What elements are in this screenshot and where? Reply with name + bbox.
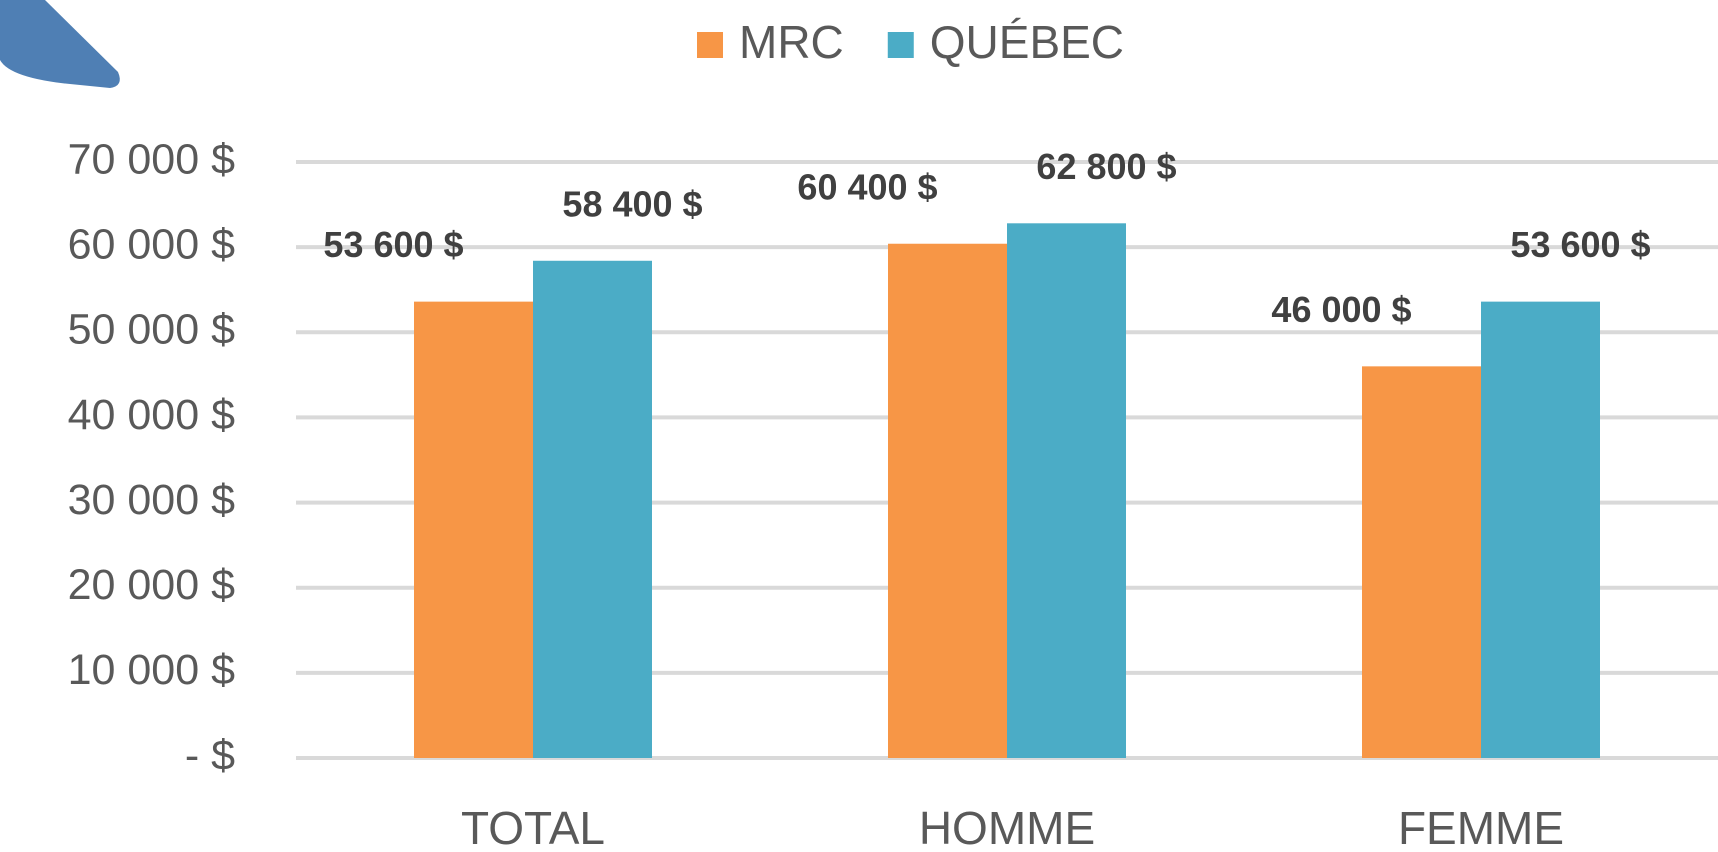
legend-label: MRC — [739, 16, 844, 68]
value-label: 46 000 $ — [1271, 289, 1411, 330]
bar — [1007, 223, 1126, 758]
y-tick-label: 50 000 $ — [68, 306, 235, 354]
arrow-decoration — [0, 0, 120, 88]
y-tick-label: 60 000 $ — [68, 221, 235, 269]
bar — [888, 243, 1007, 759]
value-label: 53 600 $ — [1510, 224, 1650, 265]
value-label: 60 400 $ — [797, 166, 937, 207]
y-tick-label: 70 000 $ — [68, 135, 235, 183]
y-tick-label: 10 000 $ — [68, 646, 235, 694]
legend-swatch — [887, 32, 914, 58]
value-label: 53 600 $ — [323, 224, 463, 265]
y-tick-label: 30 000 $ — [68, 476, 235, 524]
y-tick-label: 20 000 $ — [68, 561, 235, 609]
legend-label: QUÉBEC — [930, 16, 1124, 68]
value-label: 58 400 $ — [562, 183, 702, 224]
y-tick-label: 40 000 $ — [68, 391, 235, 439]
y-tick-label: - $ — [185, 731, 235, 779]
x-tick-label: TOTAL — [461, 802, 605, 852]
bar — [1362, 366, 1481, 758]
bar — [414, 301, 533, 758]
legend-swatch — [697, 32, 723, 58]
bar — [533, 260, 652, 758]
value-label: 62 800 $ — [1036, 146, 1176, 187]
x-tick-label: HOMME — [919, 802, 1095, 852]
bar — [1481, 301, 1600, 758]
x-tick-label: FEMME — [1398, 802, 1564, 852]
